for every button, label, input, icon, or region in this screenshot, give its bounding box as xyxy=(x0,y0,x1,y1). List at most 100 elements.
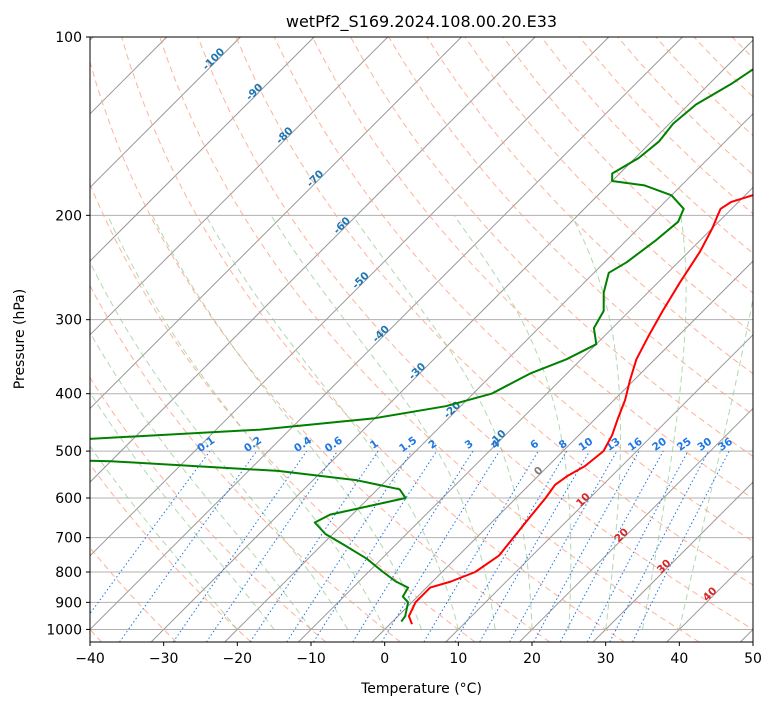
mixing-ratio-label: 2 xyxy=(427,438,440,452)
y-tick-label: 800 xyxy=(55,565,82,581)
x-tick-label: −20 xyxy=(223,651,253,667)
isotherm-label-warm: 10 xyxy=(574,491,593,510)
mixing-ratio-line xyxy=(286,450,413,642)
y-tick-label: 600 xyxy=(55,491,82,507)
moist-adiabat-line xyxy=(453,215,572,630)
moist-adiabat-line xyxy=(642,215,687,630)
mixing-ratio-label: 0.4 xyxy=(292,434,314,455)
isotherm-line xyxy=(666,555,753,642)
y-tick-label: 300 xyxy=(55,313,82,329)
isotherm-line xyxy=(519,407,753,642)
dry-adiabat-line xyxy=(617,37,753,176)
mixing-ratio-label: 1.5 xyxy=(397,434,419,455)
moist-adiabat-line xyxy=(270,215,496,630)
x-tick-label: 10 xyxy=(449,651,467,667)
x-tick-label: 20 xyxy=(523,651,541,667)
dry-adiabat-line xyxy=(541,37,753,254)
dry-adiabat-line xyxy=(90,182,476,642)
mixing-ratio-line xyxy=(172,450,308,642)
chart-title: wetPf2_S169.2024.108.00.20.E33 xyxy=(286,12,557,32)
y-tick-label: 400 xyxy=(55,387,82,403)
isotherm-label: -30 xyxy=(406,361,428,383)
x-tick-label: −10 xyxy=(296,651,326,667)
isotherm-label: -10 xyxy=(487,428,509,450)
moist-adiabat-line xyxy=(90,260,349,630)
mixing-ratio-label: 0.1 xyxy=(195,434,217,455)
dry-adiabat-line xyxy=(311,37,753,500)
isotherm-line xyxy=(90,37,462,410)
isotherm-label: -50 xyxy=(350,270,372,292)
isotherm-label: -80 xyxy=(274,125,296,147)
x-tick-label: −40 xyxy=(75,651,105,667)
mixing-ratio-line xyxy=(533,450,640,642)
moist-adiabat-line xyxy=(90,391,275,630)
dry-adiabat-line xyxy=(464,37,753,334)
dry-adiabat-line xyxy=(90,60,551,642)
profile-series xyxy=(90,68,753,625)
x-tick-label: 50 xyxy=(744,651,762,667)
mixing-ratio-line xyxy=(509,450,618,642)
mixing-ratio-line xyxy=(632,450,730,642)
mixing-ratio-line xyxy=(249,450,379,642)
dry-adiabat-line xyxy=(350,37,753,458)
isotherm-label: -60 xyxy=(331,215,353,237)
y-tick-label: 1000 xyxy=(46,622,82,638)
mixing-ratio-label: 6 xyxy=(528,438,541,452)
isotherm-line xyxy=(90,37,389,336)
mixing-ratio-line xyxy=(381,450,500,642)
dry-adiabat-line xyxy=(655,37,753,137)
mixing-ratio-line xyxy=(586,450,689,642)
dry-adiabat-line xyxy=(235,37,753,586)
isotherm-line xyxy=(90,37,536,483)
y-tick-label: 900 xyxy=(55,595,82,611)
isotherm-label: -90 xyxy=(244,81,266,103)
isotherm-line xyxy=(592,481,753,642)
x-tick-label: 40 xyxy=(670,651,688,667)
mixing-ratio-line xyxy=(423,450,539,642)
y-tick-label: 100 xyxy=(55,30,82,46)
mixing-ratio-line xyxy=(90,450,211,615)
isotherm-line xyxy=(740,628,753,642)
dry-adiabat-line xyxy=(121,37,625,642)
dry-adiabat-line xyxy=(90,284,401,642)
mixing-ratio-line xyxy=(205,450,338,642)
x-tick-label: −30 xyxy=(149,651,179,667)
y-tick-label: 500 xyxy=(55,444,82,460)
isotherm-line xyxy=(90,37,683,631)
isotherm-label: -40 xyxy=(370,323,392,345)
mixing-ratio-label: 3 xyxy=(463,438,476,452)
mixing-ratio-line xyxy=(352,450,474,642)
moist-adiabat-line xyxy=(90,445,238,630)
x-tick-label: 30 xyxy=(597,651,615,667)
y-tick-label: 700 xyxy=(55,531,82,547)
y-axis-ticks: 100 200 300 400 500 600 700 800 900 1000 xyxy=(46,30,90,638)
dewpoint-profile-line xyxy=(90,68,753,623)
isotherm-line xyxy=(90,37,315,262)
moist-adiabat-line xyxy=(151,215,422,630)
dry-adiabat-line xyxy=(693,37,753,98)
dry-adiabat-line xyxy=(273,37,753,543)
isotherm-label-warm: 30 xyxy=(655,557,674,576)
dry-adiabat-line xyxy=(388,37,753,416)
isotherm-line xyxy=(371,260,753,642)
dry-adiabat-line xyxy=(502,37,753,294)
moist-adiabat-line xyxy=(570,215,622,630)
mixing-ratio-label: 1 xyxy=(368,438,381,452)
x-axis-label: Temperature (°C) xyxy=(360,681,482,697)
dry-adiabat-line xyxy=(90,376,327,642)
mixing-ratio-line xyxy=(559,450,664,642)
dry-adiabat-line xyxy=(197,37,753,630)
moist-adiabat-line xyxy=(107,215,386,630)
temperature-profile-line xyxy=(407,194,753,625)
isotherm-label: -100 xyxy=(200,46,227,73)
dry-adiabat-line xyxy=(90,463,252,642)
plot-frame xyxy=(89,36,754,643)
moist-adiabat-line xyxy=(90,331,312,630)
background-lines xyxy=(90,37,753,642)
moist-adiabat-line xyxy=(351,215,533,630)
isotherm-label-warm: 40 xyxy=(701,585,720,604)
isotherm-line xyxy=(224,113,753,642)
mixing-ratio-line xyxy=(313,450,438,642)
y-tick-label: 200 xyxy=(55,208,82,224)
